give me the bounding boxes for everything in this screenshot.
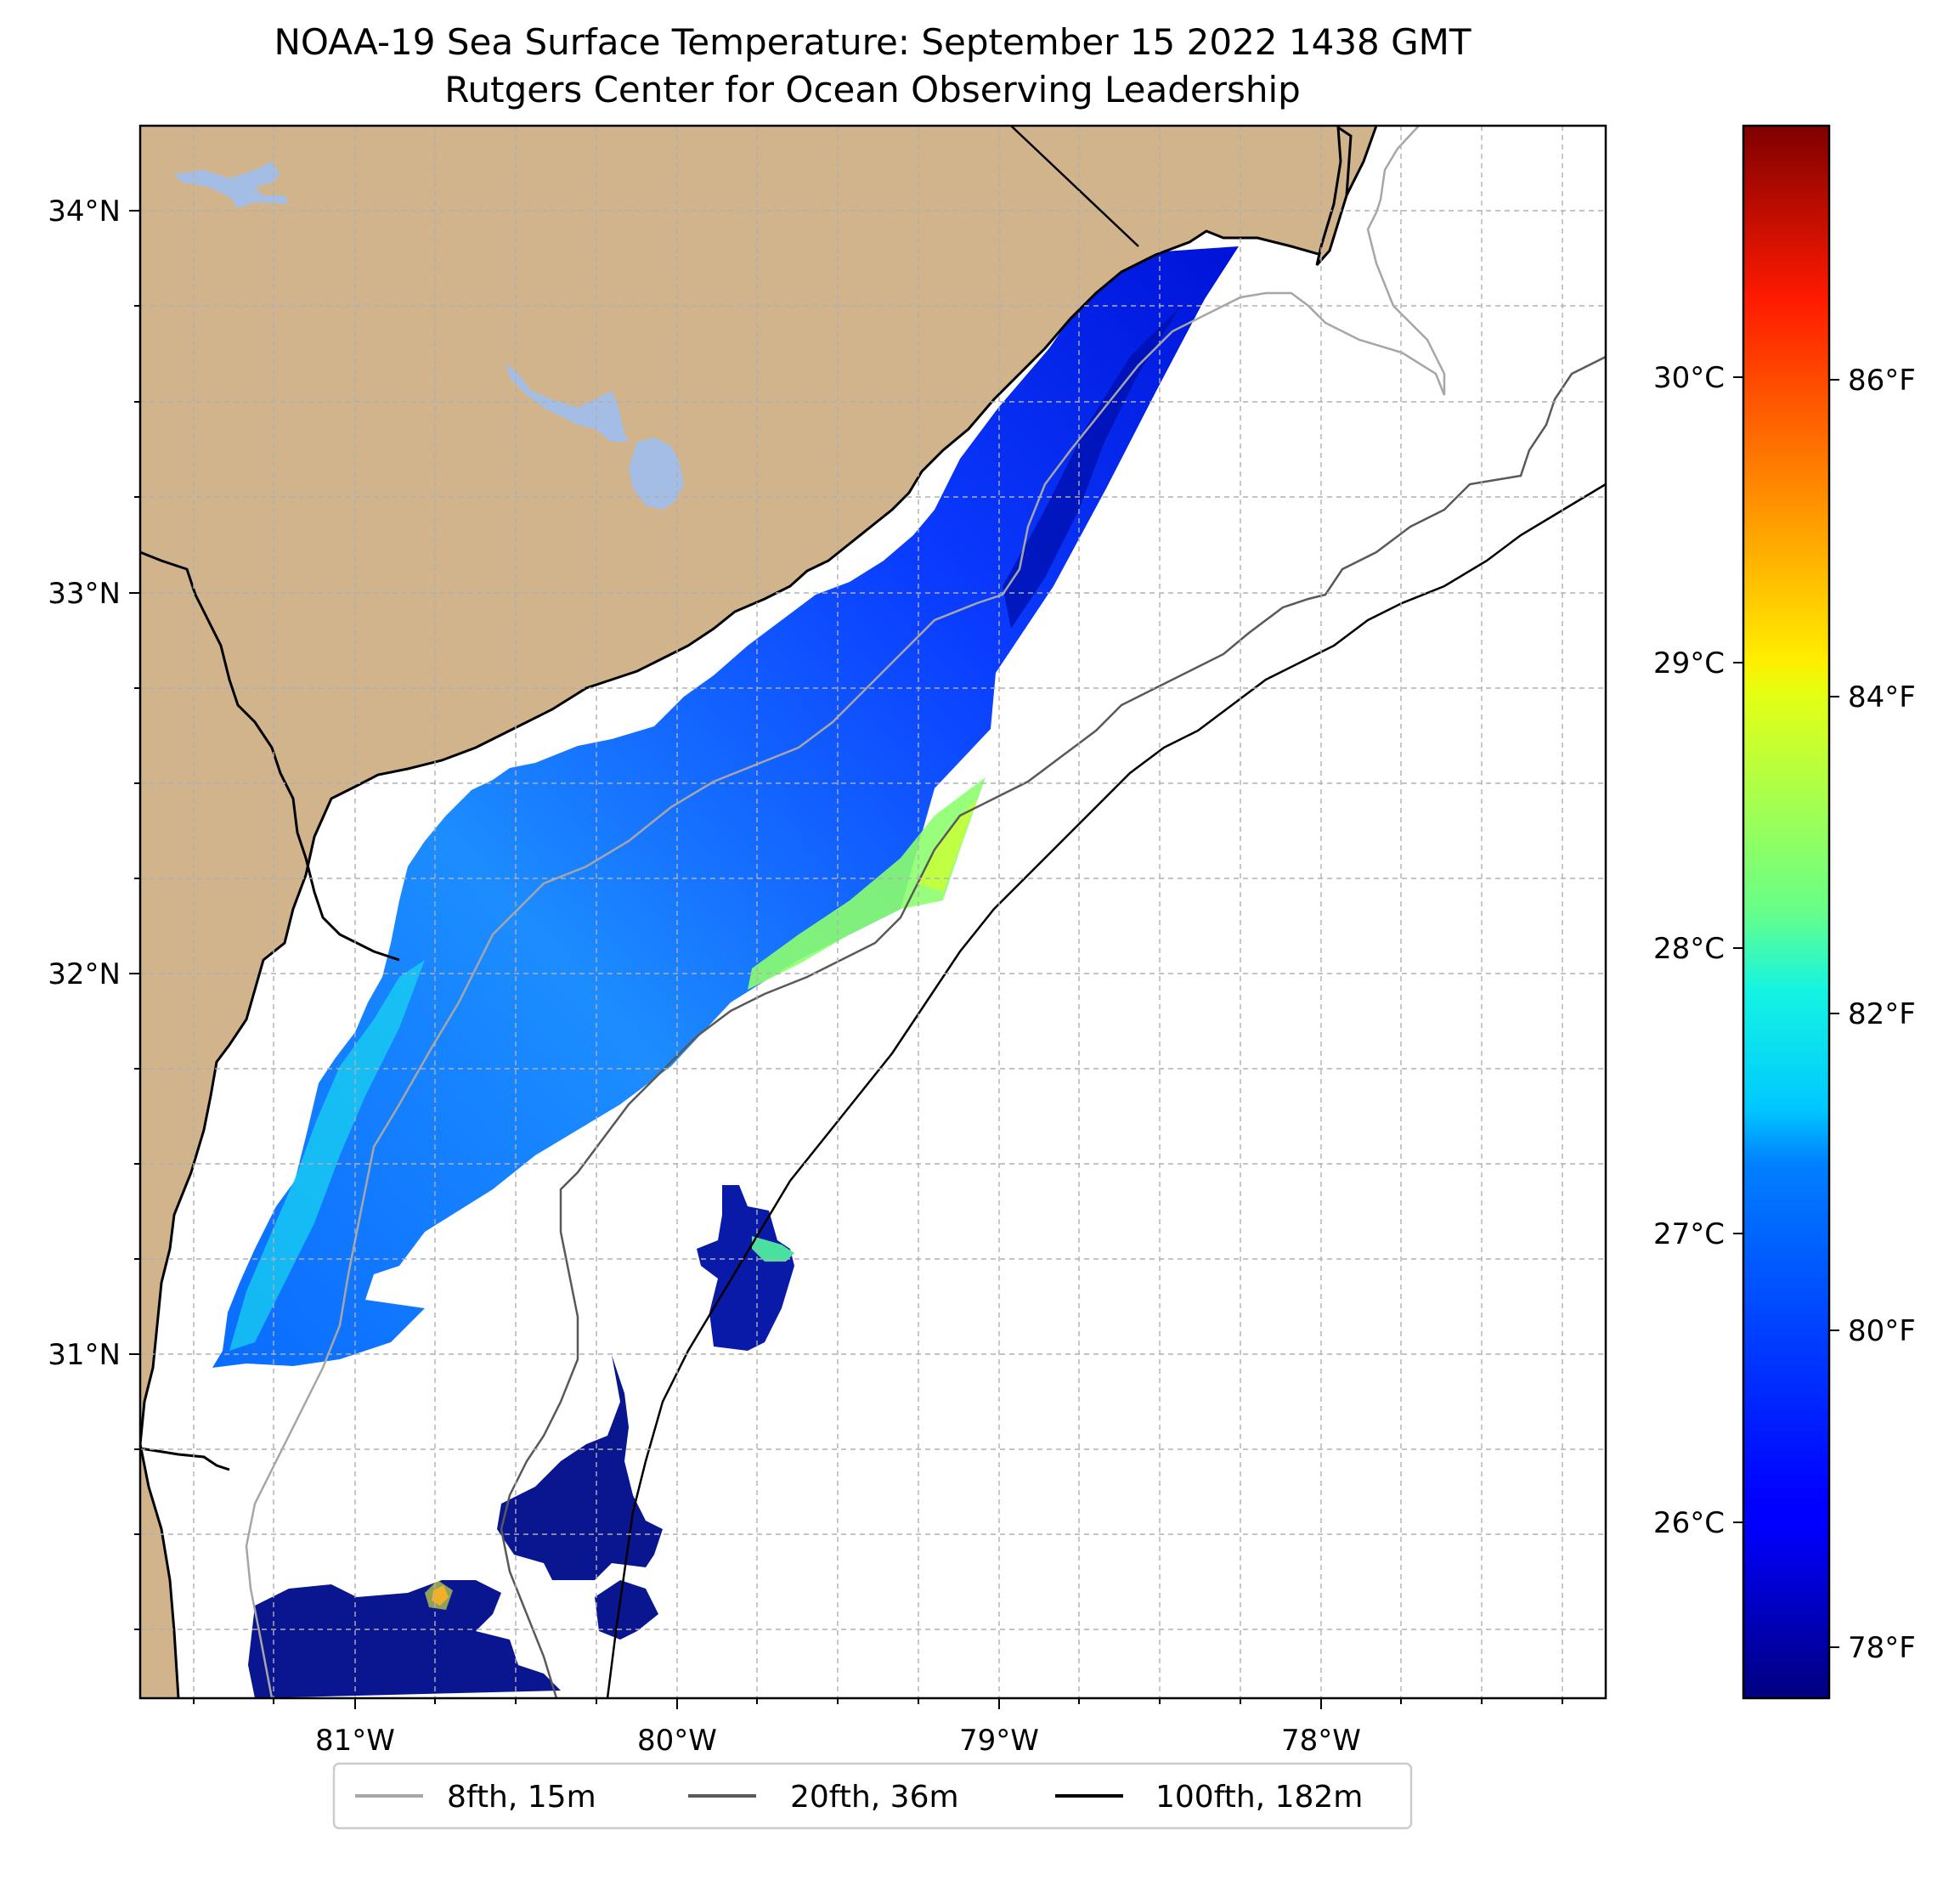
isobath-20fth <box>500 355 1606 1698</box>
legend-label-100fth: 100fth, 182m <box>1155 1780 1363 1815</box>
sst-warm-filament <box>748 777 986 990</box>
cape-fear-island <box>1315 126 1353 266</box>
sst-hotspot-halo <box>425 1580 453 1610</box>
sst-patch-east-warm <box>752 1236 794 1262</box>
lon-axis <box>193 1698 1563 1709</box>
sst-patch-south-1 <box>497 1355 663 1580</box>
legend-box <box>332 1762 1413 1830</box>
lat-label-32: 32°N <box>48 957 121 991</box>
colorbar-gradient <box>1742 124 1831 1700</box>
colorbar-c-27: 27°C <box>1653 1217 1725 1251</box>
map-frame <box>138 124 1607 1700</box>
colorbar-c-26: 26°C <box>1653 1506 1725 1540</box>
lon-label-79: 79°W <box>959 1724 1039 1758</box>
sst-patch-east <box>697 1185 794 1351</box>
land <box>140 126 1376 1698</box>
lake-north <box>174 161 289 208</box>
sst-warm-core <box>918 799 977 892</box>
lat-label-31: 31°N <box>48 1338 121 1372</box>
florida-border <box>140 1447 230 1471</box>
lon-label-81: 81°W <box>315 1724 395 1758</box>
sst-dark-patch <box>1003 306 1181 629</box>
sst-patch-south-3 <box>248 1580 561 1698</box>
colorbar-c-30: 30°C <box>1653 361 1725 395</box>
colorbar-f-84: 84°F <box>1848 680 1916 714</box>
colorbar-f-86: 86°F <box>1848 364 1916 398</box>
map-panel[interactable] <box>140 126 1606 1698</box>
lake-moultrie <box>629 438 684 510</box>
gridlines <box>140 126 1606 1698</box>
legend: 8fth, 15m 20fth, 36m 100fth, 182m <box>332 1762 1413 1830</box>
title-line-1: NOAA-19 Sea Surface Temperature: Septemb… <box>274 21 1471 63</box>
lake-marion <box>506 364 629 442</box>
colorbar-f-78: 78°F <box>1848 1631 1916 1665</box>
colorbar: 30°C 29°C 28°C 27°C 26°C 86°F 84°F 82°F … <box>1653 124 1916 1700</box>
lat-label-34: 34°N <box>48 195 121 229</box>
sst-patch-south-2 <box>595 1580 658 1640</box>
coastline <box>140 126 1378 1698</box>
georgia-border <box>140 550 400 962</box>
sst-coastal-cyan <box>229 960 425 1351</box>
lat-label-33: 33°N <box>48 577 121 611</box>
sst-swath-main <box>212 246 1239 1368</box>
colorbar-f-80: 80°F <box>1848 1314 1916 1348</box>
state-border <box>1010 126 1139 247</box>
isobath-8fth <box>245 126 1446 1698</box>
colorbar-f-82: 82°F <box>1848 997 1916 1031</box>
title-line-2: Rutgers Center for Ocean Observing Leade… <box>444 69 1301 110</box>
colorbar-c-28: 28°C <box>1653 932 1725 966</box>
lon-label-78: 78°W <box>1281 1724 1361 1758</box>
lat-axis <box>129 210 140 1630</box>
isobath-100fth <box>606 483 1606 1698</box>
legend-label-8fth: 8fth, 15m <box>447 1780 596 1815</box>
legend-label-20fth: 20fth, 36m <box>790 1780 959 1815</box>
colorbar-c-29: 29°C <box>1653 646 1725 680</box>
lon-label-80: 80°W <box>637 1724 717 1758</box>
